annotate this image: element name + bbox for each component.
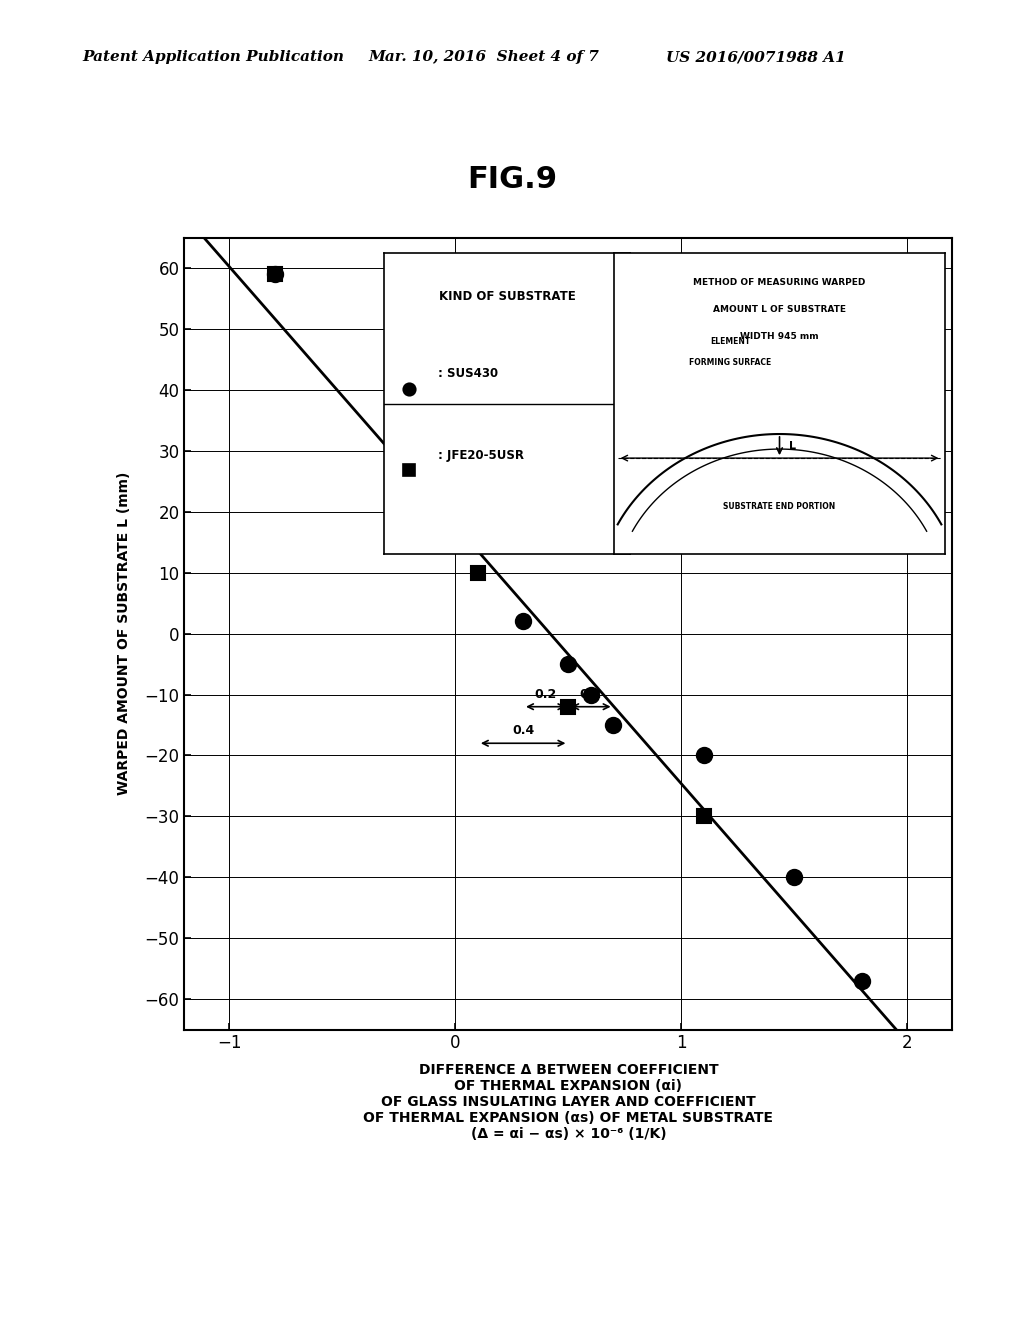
Text: DIFFERENCE Δ BETWEEN COEFFICIENT
OF THERMAL EXPANSION (αi)
OF GLASS INSULATING L: DIFFERENCE Δ BETWEEN COEFFICIENT OF THER… <box>364 1063 773 1142</box>
Y-axis label: WARPED AMOUNT OF SUBSTRATE L (mm): WARPED AMOUNT OF SUBSTRATE L (mm) <box>117 473 131 795</box>
Text: 0.2: 0.2 <box>535 688 557 701</box>
Text: 0.2: 0.2 <box>580 688 602 701</box>
Text: FIG.9: FIG.9 <box>467 165 557 194</box>
Text: 0.4: 0.4 <box>512 725 535 737</box>
Text: Patent Application Publication: Patent Application Publication <box>82 50 344 65</box>
Text: Mar. 10, 2016  Sheet 4 of 7: Mar. 10, 2016 Sheet 4 of 7 <box>369 50 599 65</box>
Text: US 2016/0071988 A1: US 2016/0071988 A1 <box>666 50 846 65</box>
